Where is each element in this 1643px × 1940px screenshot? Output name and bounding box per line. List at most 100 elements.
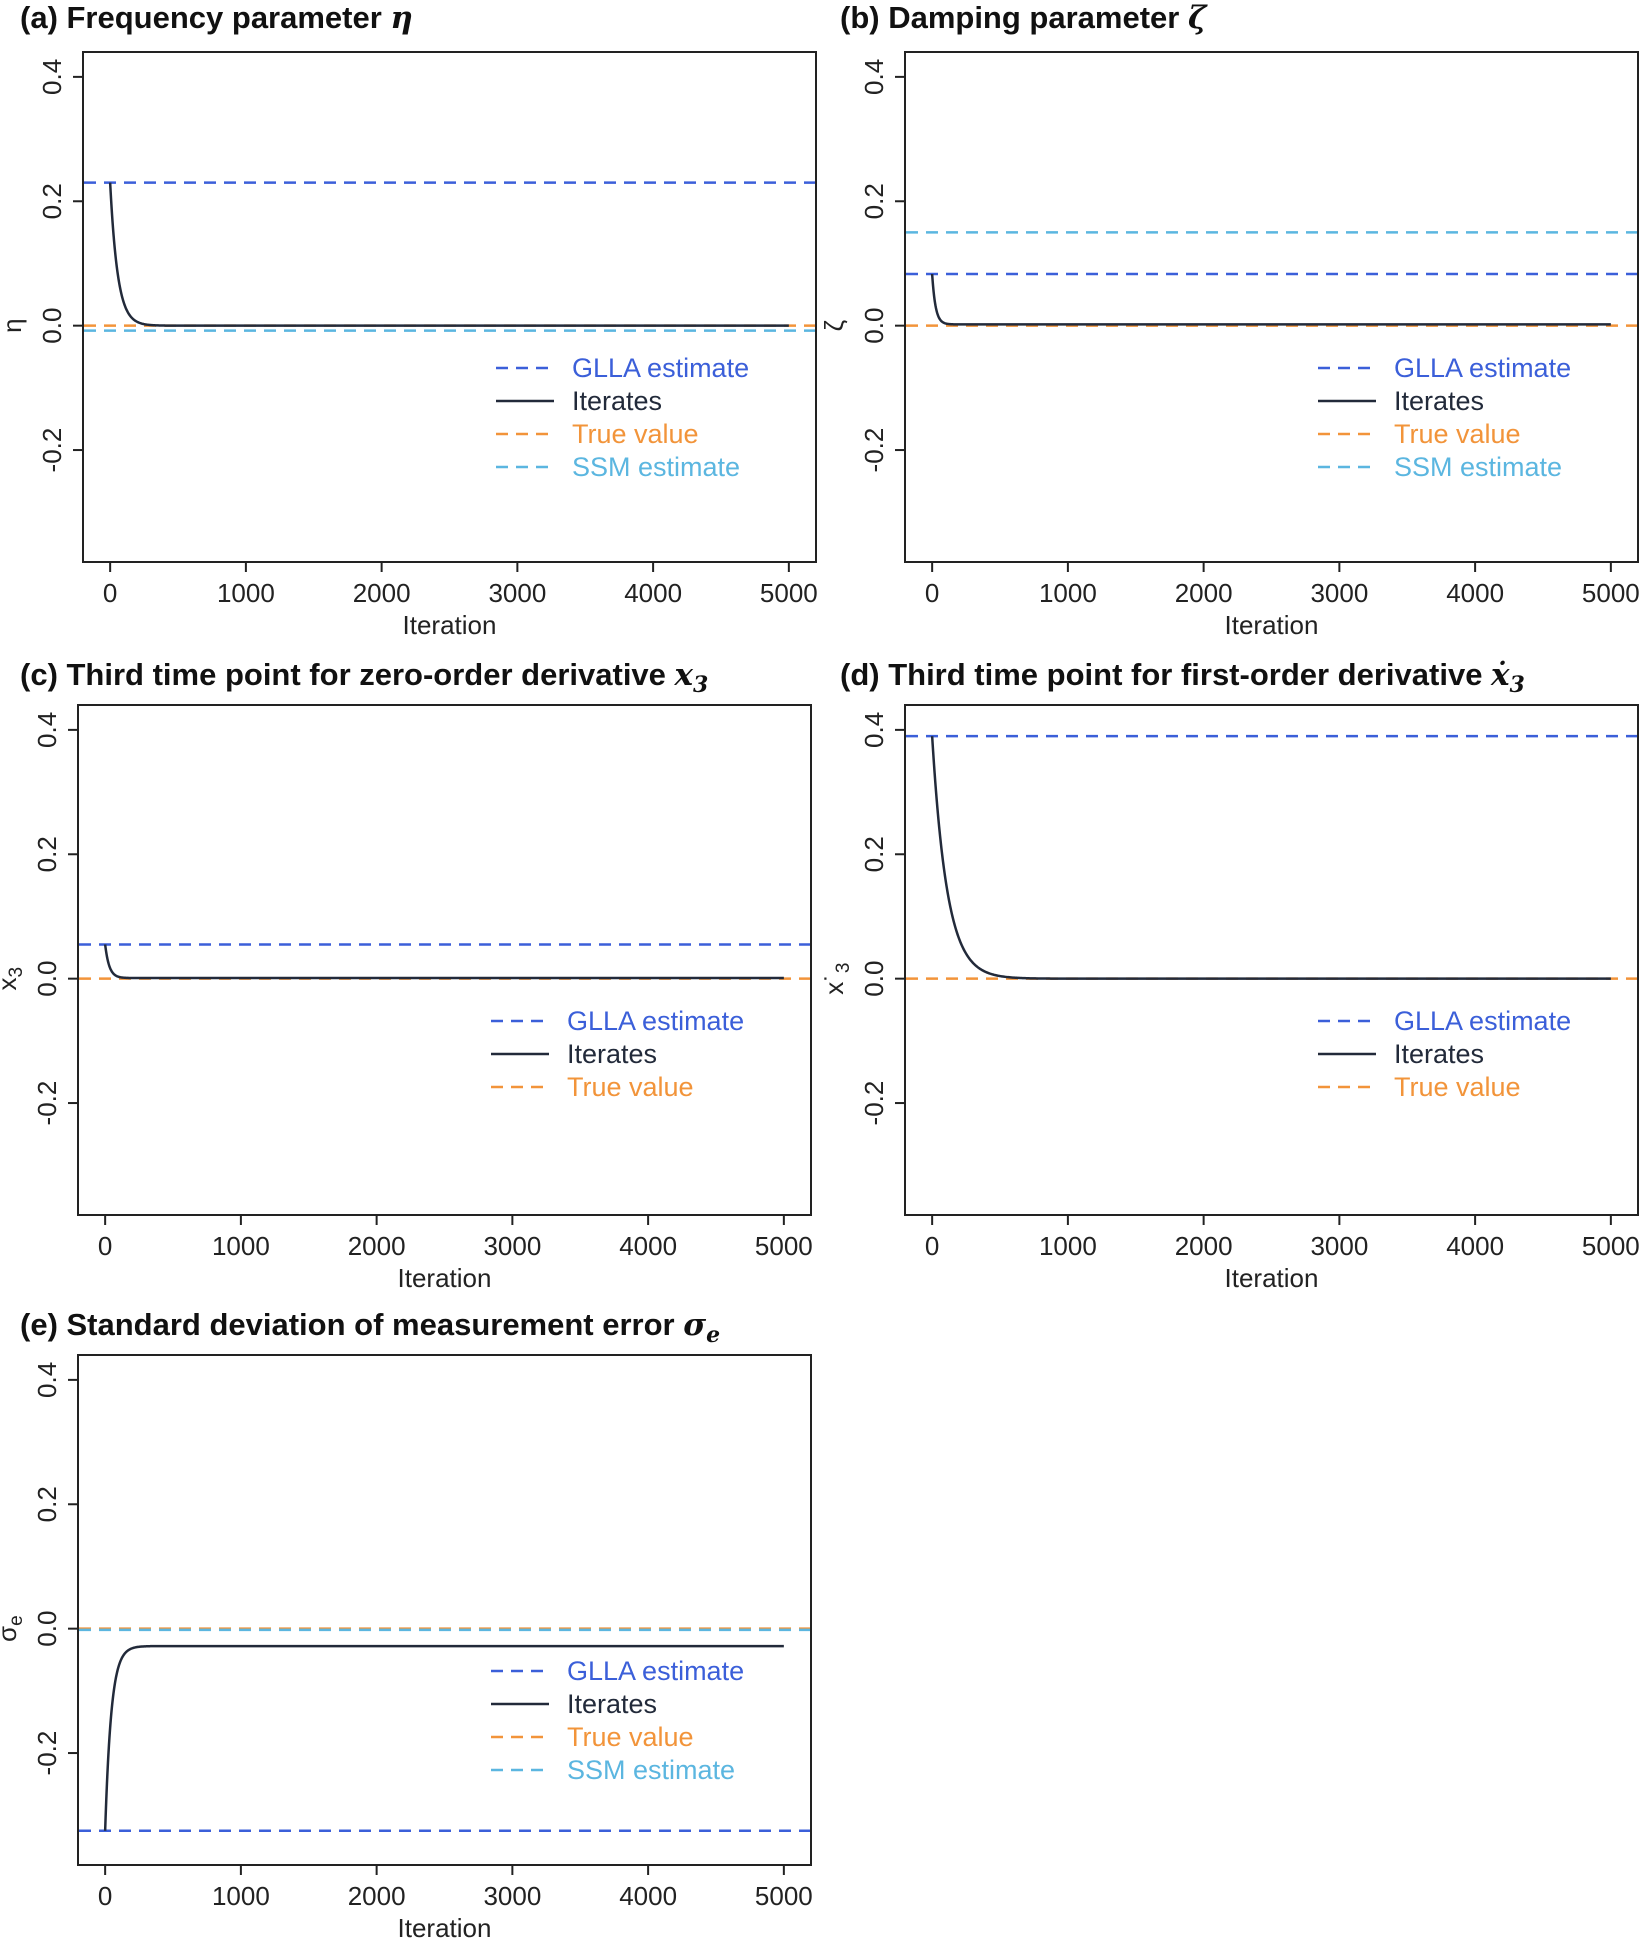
legend-entry: Iterates [567,1039,657,1069]
plot-frame [77,704,812,1216]
x-tick-label: 3000 [1310,1231,1368,1261]
legend-entry: SSM estimate [572,452,740,482]
y-tick-label: 0.0 [32,961,62,997]
legend-entry: GLLA estimate [572,353,749,383]
x-tick-label: 0 [925,1231,939,1261]
y-axis-label: ζ [819,320,849,331]
x-tick-label: 2000 [348,1231,406,1261]
y-tick-label: -0.2 [859,1081,889,1126]
panel-b: (b) Damping parameter ζ 0 1000 2000 3000 4000… [819,0,1640,640]
legend-entry: Iterates [572,386,662,416]
x-tick-label: 1000 [217,578,275,608]
x-axis-label: Iteration [1225,610,1319,640]
x-tick-label: 4000 [624,578,682,608]
iterates-line [108,182,789,327]
legend-entry: Iterates [1394,1039,1484,1069]
x-tick-label: 2000 [353,578,411,608]
x-tick-label: 0 [925,578,939,608]
panel-a: (a) Frequency parameter η 0 1000 2000 3000 40… [0,0,818,640]
x-tick-label: 3000 [483,1231,541,1261]
x-tick-label: 5000 [755,1231,813,1261]
legend-entry: True value [567,1722,694,1752]
y-tick-label: 0.4 [859,59,889,95]
legend-entry: GLLA estimate [1394,1006,1571,1036]
x-tick-label: 4000 [1446,578,1504,608]
x-tick-label: 5000 [755,1881,813,1911]
iterates-line [930,274,1611,326]
y-tick-label: 0.4 [32,1362,62,1398]
plot-frame [82,51,817,563]
legend-entry: SSM estimate [1394,452,1562,482]
y-tick-label: 0.2 [32,1486,62,1522]
x-tick-label: 1000 [212,1881,270,1911]
x-tick-label: 3000 [488,578,546,608]
x-tick-label: 1000 [212,1231,270,1261]
x-tick-label: 5000 [1582,1231,1640,1261]
legend-entry: GLLA estimate [1394,353,1571,383]
y-tick-label: 0.0 [859,308,889,344]
x-tick-label: 1000 [1039,1231,1097,1261]
x-tick-label: 0 [98,1231,112,1261]
legend-entry: True value [1394,1072,1521,1102]
y-tick-label: 0.2 [859,836,889,872]
y-axis-label: x3 [0,967,27,991]
legend-entry: True value [1394,419,1521,449]
plot-frame [904,51,1639,563]
x-tick-label: 3000 [483,1881,541,1911]
legend-entry: Iterates [1394,386,1484,416]
y-axis-label: σe [0,1615,27,1642]
legend-entry: SSM estimate [567,1755,735,1785]
x-tick-label: 4000 [619,1881,677,1911]
y-tick-label: 0.4 [32,712,62,748]
panel-title: (d) Third time point for first-order der… [840,657,1525,698]
panel-title: (a) Frequency parameter η [20,0,413,36]
panel-title: (c) Third time point for zero-order deri… [20,657,708,698]
y-tick-label: 0.4 [37,59,67,95]
y-tick-label: -0.2 [32,1731,62,1776]
legend-entry: GLLA estimate [567,1656,744,1686]
x-tick-label: 4000 [619,1231,677,1261]
legend-entry: True value [567,1072,694,1102]
y-tick-label: 0.4 [859,712,889,748]
legend-entry: Iterates [567,1689,657,1719]
y-tick-label: -0.2 [32,1081,62,1126]
x-axis-label: Iteration [398,1263,492,1293]
iterates-line [103,944,784,980]
panel-title: (e) Standard deviation of measurement er… [20,1307,720,1348]
y-tick-label: 0.2 [32,836,62,872]
y-tick-label: 0.0 [32,1611,62,1647]
iterates-line [930,736,1611,980]
x-tick-label: 4000 [1446,1231,1504,1261]
x-tick-label: 5000 [1582,578,1640,608]
panel-title: (b) Damping parameter ζ [840,0,1208,36]
x-tick-label: 0 [98,1881,112,1911]
x-tick-label: 2000 [1175,1231,1233,1261]
y-tick-label: -0.2 [859,428,889,473]
panel-d: (d) Third time point for first-order der… [819,657,1640,1293]
y-axis-label: η [0,318,27,332]
iterates-line [103,1644,784,1831]
panel-c: (c) Third time point for zero-order deri… [0,657,813,1293]
x-tick-label: 5000 [760,578,818,608]
x-tick-label: 3000 [1310,578,1368,608]
legend-entry: True value [572,419,699,449]
x-axis-label: Iteration [403,610,497,640]
x-tick-label: 1000 [1039,578,1097,608]
plot-frame [77,1354,812,1866]
x-axis-label: Iteration [1225,1263,1319,1293]
y-tick-label: -0.2 [37,428,67,473]
plot-frame [904,704,1639,1216]
legend-entry: GLLA estimate [567,1006,744,1036]
y-tick-label: 0.0 [37,308,67,344]
x-axis-label: Iteration [398,1913,492,1940]
x-tick-label: 2000 [1175,578,1233,608]
y-tick-label: 0.2 [859,183,889,219]
y-tick-label: 0.0 [859,961,889,997]
y-axis-label: x˙3 [819,963,854,995]
